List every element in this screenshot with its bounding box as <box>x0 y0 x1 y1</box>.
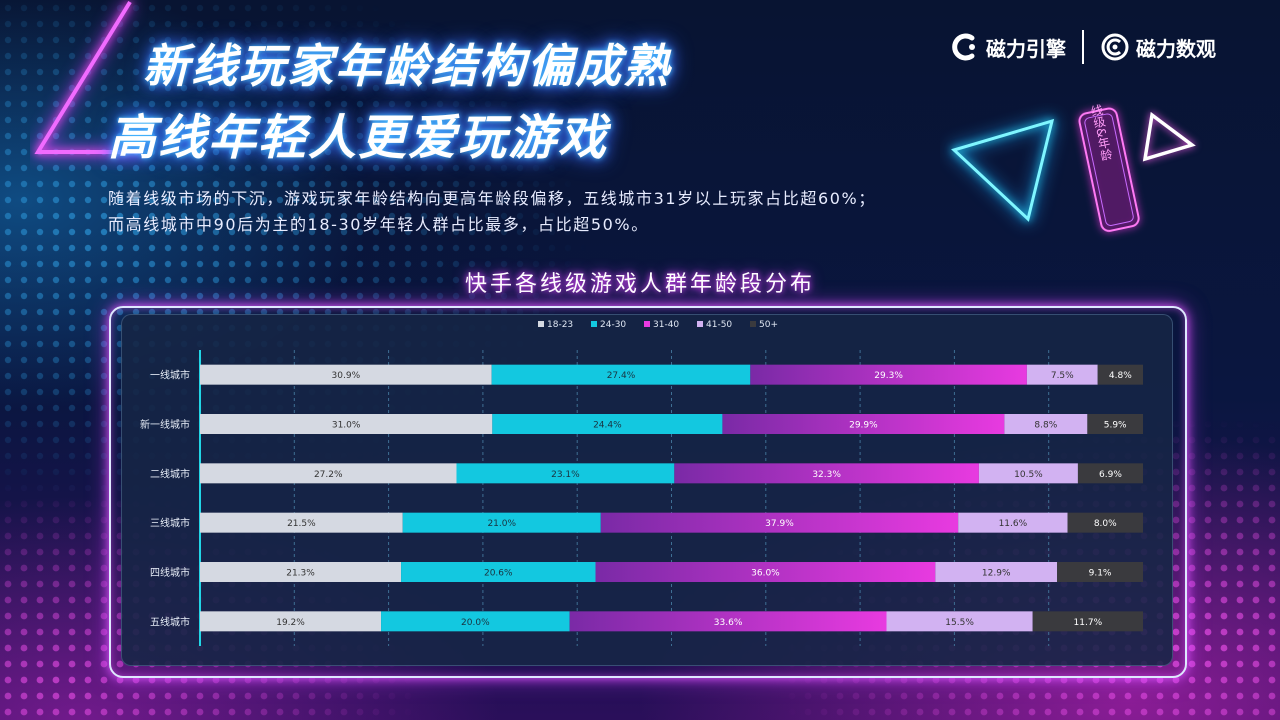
category-label: 五线城市 <box>150 615 190 628</box>
legend-label: 50+ <box>759 320 778 330</box>
legend-swatch <box>591 321 597 327</box>
logo-bar: 磁力引擎 磁力数观 <box>950 30 1216 64</box>
data-label: 15.5% <box>945 618 974 628</box>
legend-label: 31-40 <box>653 320 679 330</box>
bar-segment <box>200 463 457 484</box>
bar-segment <box>381 611 570 632</box>
bar-segment <box>402 512 601 533</box>
legend-label: 18-23 <box>547 320 573 330</box>
bar-segment <box>491 364 751 385</box>
data-label: 7.5% <box>1051 371 1074 381</box>
data-label: 29.9% <box>849 421 878 431</box>
bar-segment <box>456 463 675 484</box>
subtitle-line-1: 随着线级市场的下沉，游戏玩家年龄结构向更高年龄段偏移，五线城市31岁以上玩家占比… <box>108 189 876 208</box>
bar-segment <box>1077 463 1143 484</box>
data-label: 12.9% <box>982 569 1011 579</box>
data-label: 36.0% <box>751 569 780 579</box>
data-label: 24.4% <box>593 421 622 431</box>
bar-segment <box>750 364 1027 385</box>
data-label: 27.4% <box>607 371 636 381</box>
legend-label: 41-50 <box>706 320 732 330</box>
brand1-label: 磁力引擎 <box>986 36 1066 61</box>
bar-segment <box>595 562 936 582</box>
data-label: 8.0% <box>1094 519 1117 529</box>
bar-segment <box>1057 562 1143 582</box>
bar-segment <box>600 512 959 533</box>
bar-segment <box>569 611 887 632</box>
bar-segment <box>1004 414 1088 434</box>
bar-segment <box>1026 364 1098 385</box>
legend-swatch <box>697 321 703 327</box>
bar-segment <box>492 414 723 434</box>
chart-title: 快手各线级游戏人群年龄段分布 <box>464 272 815 297</box>
bar-segment <box>200 562 402 582</box>
data-label: 23.1% <box>551 470 580 480</box>
logo-divider <box>1082 30 1084 64</box>
data-label: 32.3% <box>812 470 841 480</box>
neon-triangles-decoration: 线级&年龄 <box>951 103 1196 232</box>
data-label: 20.0% <box>461 618 490 628</box>
bar-segment <box>401 562 596 582</box>
bar-segment <box>200 512 403 533</box>
data-label: 8.8% <box>1034 421 1057 431</box>
bar-segment <box>1067 512 1143 533</box>
subtitle: 随着线级市场的下沉，游戏玩家年龄结构向更高年龄段偏移，五线城市31岁以上玩家占比… <box>108 186 876 238</box>
data-label: 29.3% <box>874 371 903 381</box>
data-label: 9.1% <box>1089 569 1112 579</box>
category-label: 二线城市 <box>150 467 190 480</box>
title-line-1: 新线玩家年龄结构偏成熟 <box>143 39 671 93</box>
category-label: 三线城市 <box>150 517 190 530</box>
data-label: 5.9% <box>1104 421 1127 431</box>
data-label: 10.5% <box>1014 470 1043 480</box>
bar-segment <box>674 463 979 484</box>
data-label: 11.6% <box>999 519 1028 529</box>
data-label: 11.7% <box>1074 618 1103 628</box>
bar-segment <box>958 512 1068 533</box>
bar-segment <box>200 414 493 434</box>
cili-engine-icon <box>952 33 975 61</box>
category-label: 新一线城市 <box>140 418 190 431</box>
bar-segment <box>978 463 1078 484</box>
legend-label: 24-30 <box>600 320 626 330</box>
chart-frame <box>109 306 1187 678</box>
data-label: 6.9% <box>1099 470 1122 480</box>
legend-swatch <box>644 321 650 327</box>
cili-shuguan-icon <box>1101 33 1129 61</box>
data-label: 20.6% <box>484 569 513 579</box>
brand-logo-cili-shuguan: 磁力数观 <box>1100 32 1216 62</box>
data-label: 19.2% <box>276 618 305 628</box>
neon-slash-decoration <box>34 0 142 154</box>
bar-segment <box>935 562 1058 582</box>
bar-segment <box>1087 414 1143 434</box>
data-label: 31.0% <box>332 421 361 431</box>
data-label: 21.3% <box>286 569 315 579</box>
category-label: 一线城市 <box>150 369 190 382</box>
brand2-label: 磁力数观 <box>1136 36 1216 61</box>
category-label: 四线城市 <box>150 566 190 579</box>
brand-logo-cili-engine: 磁力引擎 <box>950 32 1066 62</box>
data-label: 33.6% <box>714 618 743 628</box>
data-label: 21.5% <box>287 519 316 529</box>
data-label: 21.0% <box>487 519 516 529</box>
legend-swatch <box>538 321 544 327</box>
bar-segment <box>1097 364 1143 385</box>
data-label: 4.8% <box>1109 371 1132 381</box>
bar-segment <box>200 364 492 385</box>
bar-segment <box>200 611 382 632</box>
legend-swatch <box>750 321 756 327</box>
data-label: 27.2% <box>314 470 343 480</box>
subtitle-line-2: 而高线城市中90后为主的18-30岁年轻人群占比最多，占比超50%。 <box>108 215 649 234</box>
stacked-bar-chart: 18-23 24-30 31-40 41-50 50+ 一线城市 30.9% 27.4% 29.… <box>140 320 1143 646</box>
title-line-2: 高线年轻人更爱玩游戏 <box>108 110 609 166</box>
data-label: 30.9% <box>332 371 361 381</box>
bar-segment <box>1032 611 1143 632</box>
data-label: 37.9% <box>765 519 794 529</box>
bar-segment <box>722 414 1005 434</box>
bar-segment <box>886 611 1033 632</box>
